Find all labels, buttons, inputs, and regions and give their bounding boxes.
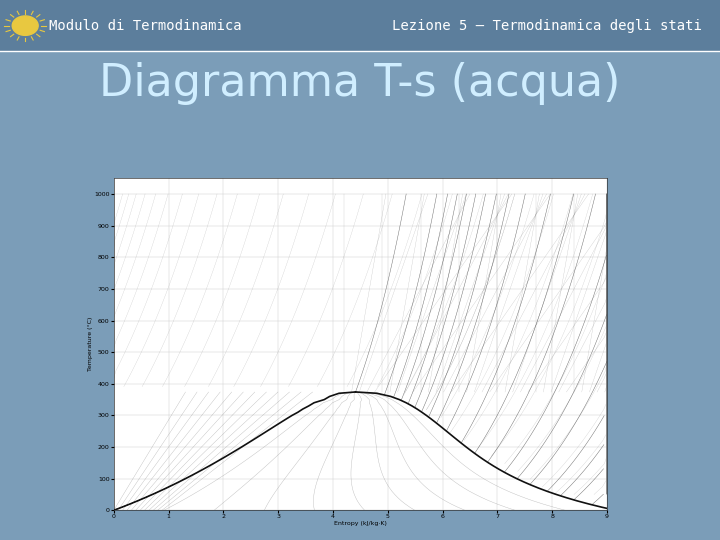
Text: Diagramma T-s (acqua): Diagramma T-s (acqua) [99, 62, 621, 105]
FancyBboxPatch shape [0, 0, 720, 51]
X-axis label: Entropy (kJ/kg·K): Entropy (kJ/kg·K) [334, 521, 387, 526]
Y-axis label: Temperature (°C): Temperature (°C) [88, 317, 93, 372]
Text: Lezione 5 – Termodinamica degli stati: Lezione 5 – Termodinamica degli stati [392, 19, 702, 32]
Circle shape [12, 16, 38, 36]
Text: Modulo di Termodinamica: Modulo di Termodinamica [49, 19, 242, 32]
